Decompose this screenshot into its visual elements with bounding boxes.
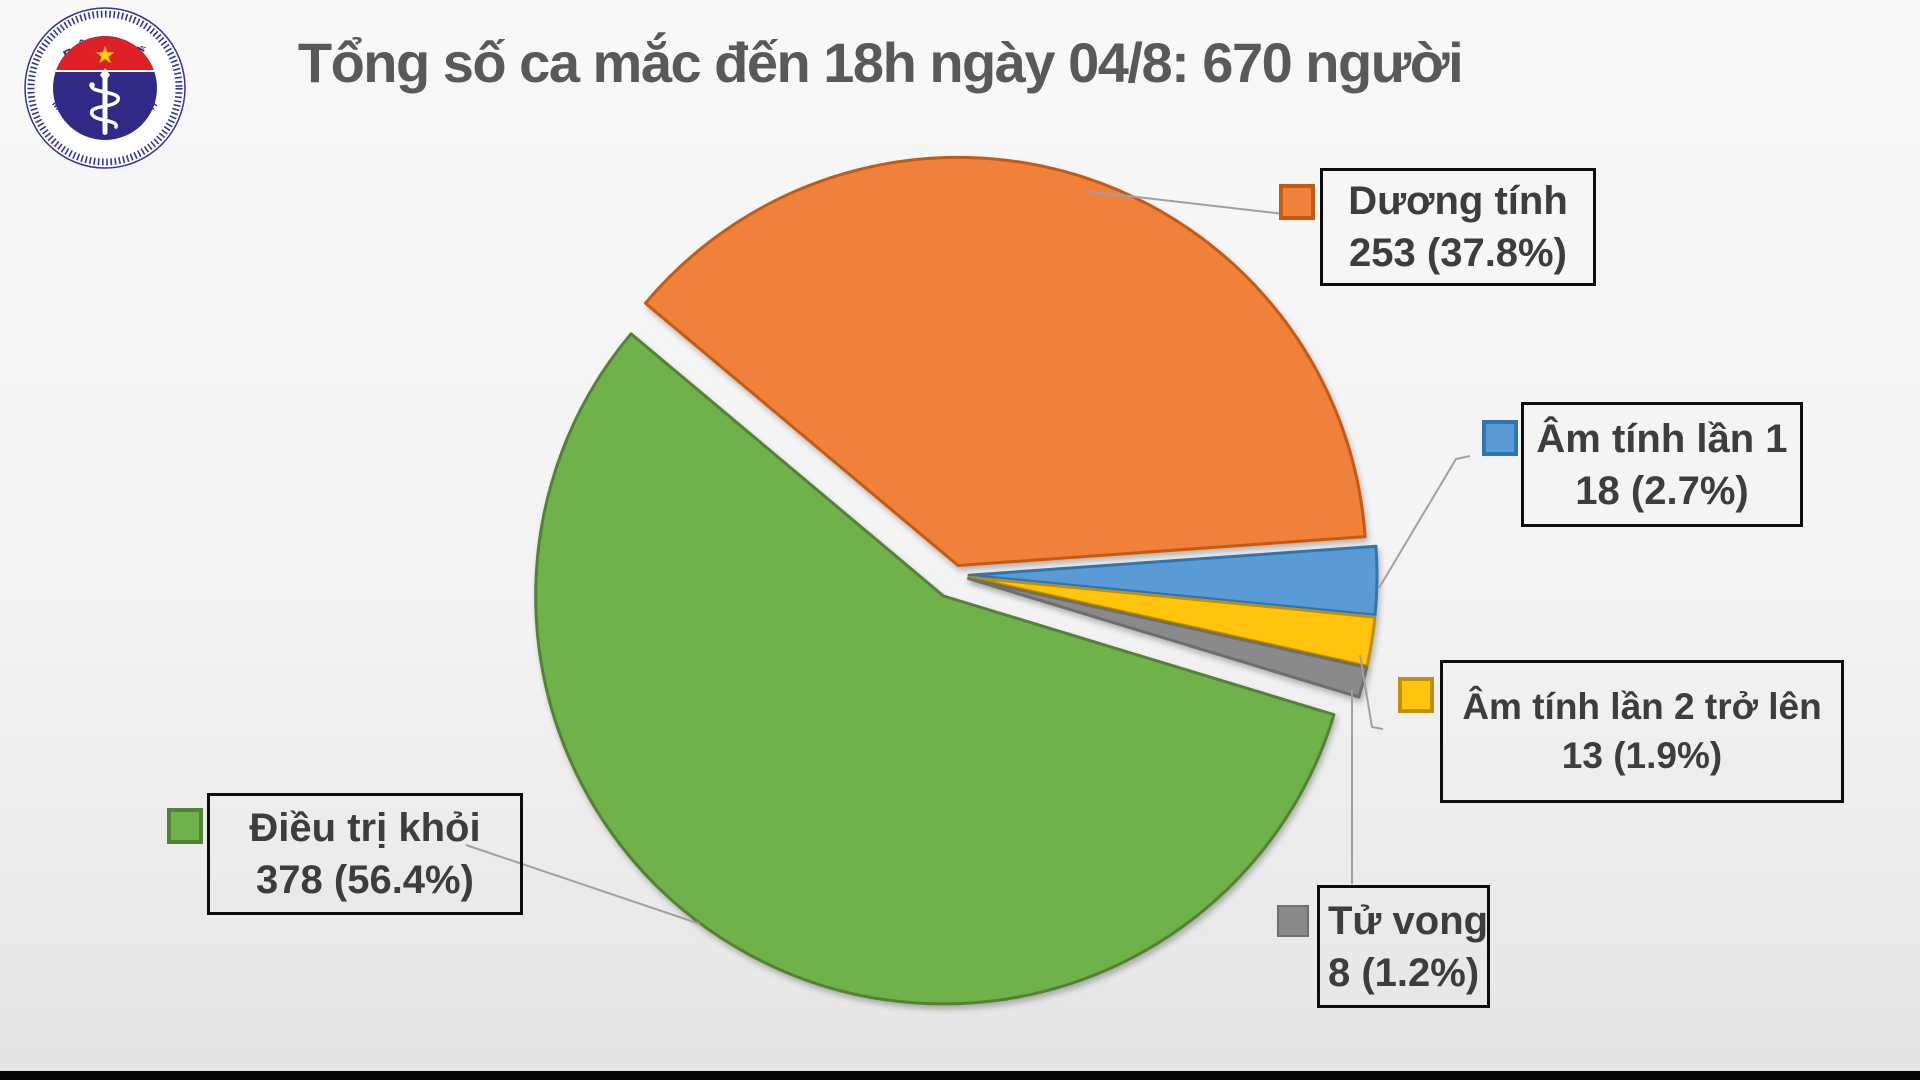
callout-value: 8 (1.2%) [1328, 950, 1480, 995]
pie-slice-tu-vong [967, 577, 1369, 699]
pie-slice-duong-tinh [644, 155, 1367, 567]
ministry-of-health-logo: BỘ Y TẾ MINISTRY OF HEALTH ★ [24, 7, 186, 169]
callout-label: Dương tính [1348, 179, 1568, 223]
callout-label: Âm tính lần 2 trở lên [1462, 686, 1822, 728]
legend-swatch-dieu-tri-khoi [167, 808, 203, 844]
chart-title: Tổng số ca mắc đến 18h ngày 04/8: 670 ng… [297, 31, 1464, 94]
leader-line-am-tinh-lan-2 [1359, 654, 1384, 730]
callout-dieu-tri-khoi: Điều trị khỏi 378 (56.4%) [207, 793, 523, 915]
callout-label: Âm tính lần 1 [1536, 416, 1788, 461]
leader-lines [465, 190, 1471, 925]
pie-slice-dieu-tri-khoi [534, 332, 1336, 1006]
callout-am-tinh-lan-2: Âm tính lần 2 trở lên 13 (1.9%) [1440, 660, 1844, 803]
legend-swatch-duong-tinh [1279, 184, 1315, 220]
callout-tu-vong: Tử vong 8 (1.2%) [1317, 885, 1490, 1008]
bottom-black-bar [0, 1071, 1920, 1080]
callout-value: 253 (37.8%) [1349, 231, 1567, 275]
pie-slices [534, 155, 1379, 1006]
callout-value: 13 (1.9%) [1561, 734, 1723, 776]
callout-label: Tử vong [1328, 898, 1489, 943]
callout-value: 18 (2.7%) [1575, 468, 1749, 513]
logo-hatch-ring [27, 10, 183, 166]
leader-line-duong-tinh [1084, 190, 1311, 218]
pie-slice-am-tinh-lan-1 [967, 544, 1379, 617]
logo-staff-snake-icon [89, 68, 120, 135]
leader-line-am-tinh-lan-1 [1378, 455, 1471, 589]
callout-label: Điều trị khỏi [249, 806, 481, 850]
callout-value: 378 (56.4%) [256, 858, 474, 902]
logo-red-segment [55, 36, 155, 71]
logo-star-icon: ★ [94, 42, 116, 69]
leader-line-dieu-tri-khoi [465, 844, 701, 925]
legend-swatch-tu-vong [1277, 905, 1309, 937]
legend-swatch-am-tinh-lan-2 [1398, 677, 1434, 713]
legend-swatch-am-tinh-lan-1 [1482, 420, 1518, 456]
callout-am-tinh-lan-1: Âm tính lần 1 18 (2.7%) [1521, 402, 1803, 527]
callout-duong-tinh: Dương tính 253 (37.8%) [1320, 168, 1596, 286]
